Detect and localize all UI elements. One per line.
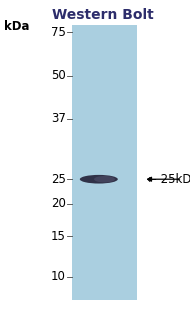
Text: 37: 37 — [51, 112, 66, 125]
Text: ← 25kDa: ← 25kDa — [147, 173, 190, 186]
Text: 15: 15 — [51, 230, 66, 243]
Text: 10: 10 — [51, 270, 66, 283]
Bar — [72, 25, 137, 300]
Text: kDa: kDa — [4, 20, 29, 33]
Ellipse shape — [94, 176, 115, 182]
Text: 25: 25 — [51, 173, 66, 186]
Text: Western Bolt: Western Bolt — [52, 8, 154, 22]
Text: 50: 50 — [51, 69, 66, 82]
Text: 20: 20 — [51, 197, 66, 210]
Ellipse shape — [80, 175, 118, 184]
Text: 75: 75 — [51, 26, 66, 39]
